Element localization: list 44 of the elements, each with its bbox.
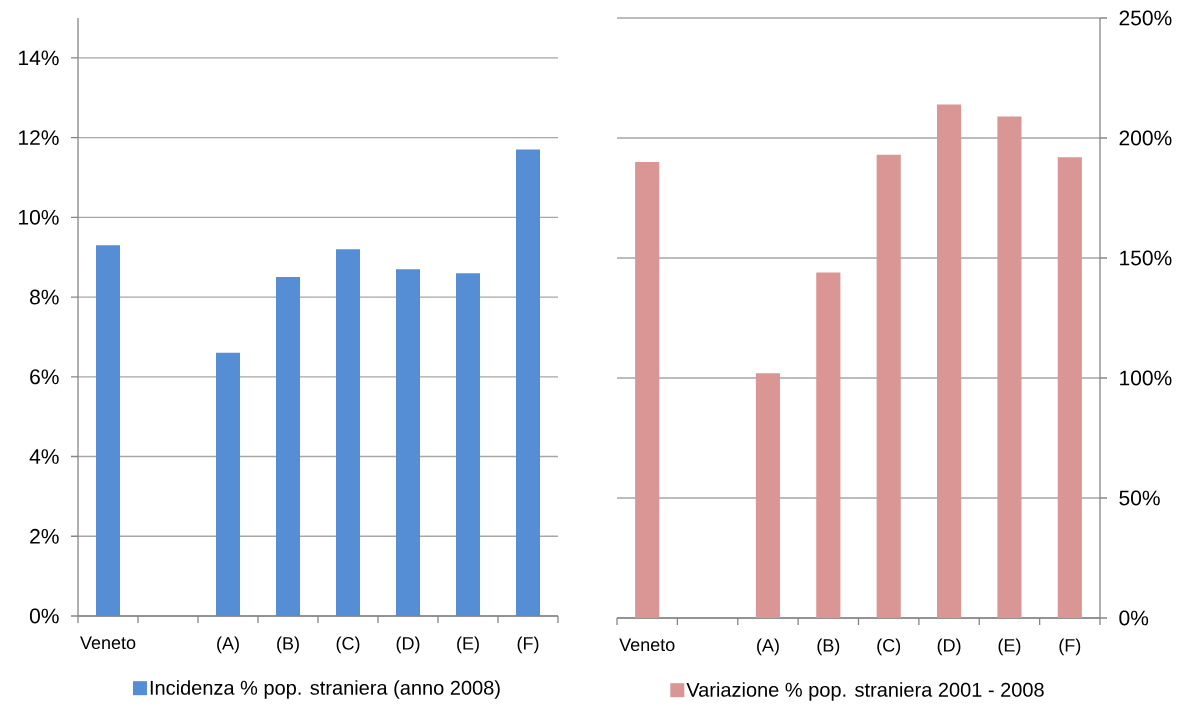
x-tick-label: (C) <box>877 638 901 656</box>
bar <box>456 273 480 616</box>
bar <box>276 277 301 616</box>
bar <box>1057 157 1082 618</box>
x-tick-label: (C) <box>336 636 360 654</box>
bar <box>336 249 361 616</box>
y-tick-label: 4% <box>29 449 59 464</box>
bar <box>516 149 540 616</box>
x-tick-label: (A) <box>757 638 779 656</box>
y-tick-label: 12% <box>19 130 59 145</box>
bar <box>816 272 841 618</box>
y2-tick-label: 100% <box>1120 370 1172 386</box>
x-tick-label: (D) <box>937 638 961 656</box>
y-tick-label: 6% <box>30 369 59 385</box>
y2-tick-label: 200% <box>1119 130 1172 146</box>
x-tick-label: Veneto <box>80 636 136 650</box>
x-tick-label: (B) <box>817 638 840 656</box>
x-tick-label: (E) <box>457 636 479 654</box>
x-tick-label: (D) <box>396 636 420 654</box>
x-tick-label: (B) <box>277 636 299 654</box>
x-tick-label: Veneto <box>619 638 675 652</box>
bar <box>216 352 241 616</box>
bar <box>755 373 781 618</box>
x-tick-label: (E) <box>998 638 1021 656</box>
y-tick-label: 8% <box>30 289 59 305</box>
x-tick-label: (F) <box>1059 638 1081 656</box>
legend-label: Variazione % pop. straniera 2001 - 2008 <box>686 682 1044 701</box>
y-tick-label: 10% <box>19 209 59 225</box>
bar <box>635 161 660 618</box>
bar <box>96 245 121 616</box>
y2-tick-label: 0% <box>1119 610 1149 626</box>
y2-tick-label: 150% <box>1120 250 1172 266</box>
bar <box>997 116 1022 618</box>
bar <box>876 154 901 618</box>
y2-tick-label: 50% <box>1119 490 1160 506</box>
bar <box>936 104 962 618</box>
y2-tick-label: 250% <box>1119 10 1172 26</box>
y-tick-label: 0% <box>29 608 59 624</box>
y-tick-label: 2% <box>30 528 59 544</box>
legend-label: Incidenza % pop. straniera (anno 2008) <box>150 680 500 699</box>
bar <box>396 269 420 616</box>
x-tick-label: (F) <box>517 636 539 654</box>
x-tick-label: (A) <box>217 636 239 654</box>
y-tick-label: 14% <box>19 50 59 66</box>
